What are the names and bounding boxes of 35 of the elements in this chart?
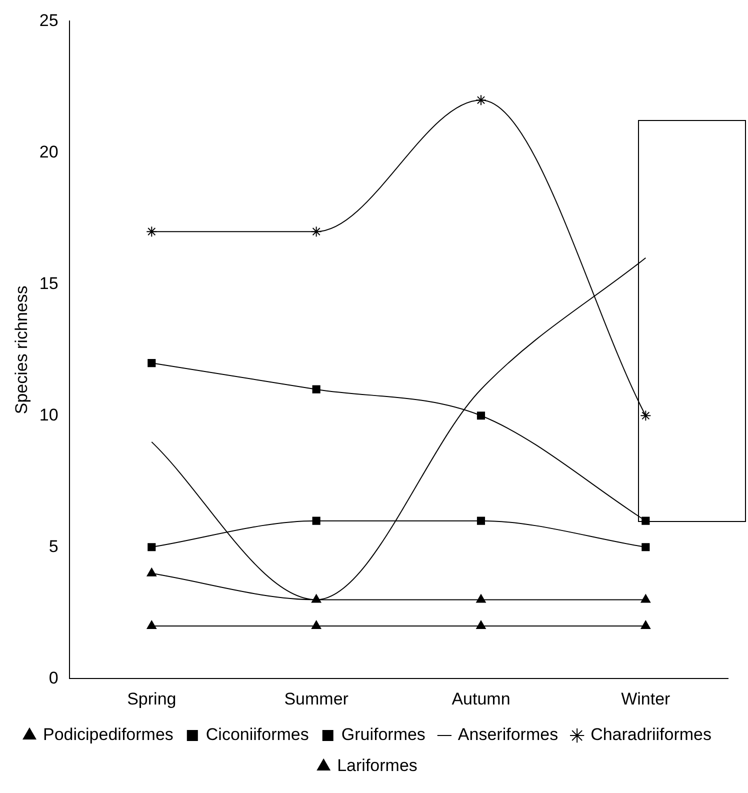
point	[640, 594, 650, 603]
point	[475, 94, 486, 106]
point	[146, 620, 156, 630]
x-tick-label: Spring	[127, 689, 176, 708]
point	[476, 620, 486, 630]
legend-label: Charadriiformes	[590, 725, 712, 744]
point	[148, 543, 156, 552]
y-tick-label: 10	[39, 405, 58, 424]
y-tick-label: 20	[39, 142, 58, 162]
x-tick-label: Summer	[284, 689, 349, 708]
legend-label: Gruiformes	[341, 725, 426, 744]
point	[312, 516, 320, 525]
point	[640, 410, 652, 422]
point	[146, 568, 156, 576]
y-tick-label: 0	[48, 668, 58, 688]
point	[311, 620, 322, 630]
y-tick-label: 15	[39, 274, 58, 293]
point	[476, 594, 486, 603]
legend-label: Anseriformes	[458, 725, 558, 744]
x-tick-label: Autumn	[452, 689, 510, 708]
y-axis-title: Species richness	[12, 286, 31, 414]
y-tick-label: 5	[48, 536, 58, 556]
point	[640, 620, 650, 630]
point	[476, 412, 486, 420]
point	[146, 226, 158, 238]
legend-label: Podicipediformes	[43, 725, 174, 744]
y-tick-label: 25	[39, 10, 58, 30]
point	[310, 226, 322, 238]
x-tick-label: Winter	[621, 689, 671, 708]
legend-label: Ciconiiformes	[206, 725, 309, 744]
point	[476, 516, 486, 525]
point	[642, 543, 650, 552]
legend-label: Lariformes	[337, 756, 418, 776]
point	[148, 359, 156, 368]
point	[312, 385, 320, 394]
